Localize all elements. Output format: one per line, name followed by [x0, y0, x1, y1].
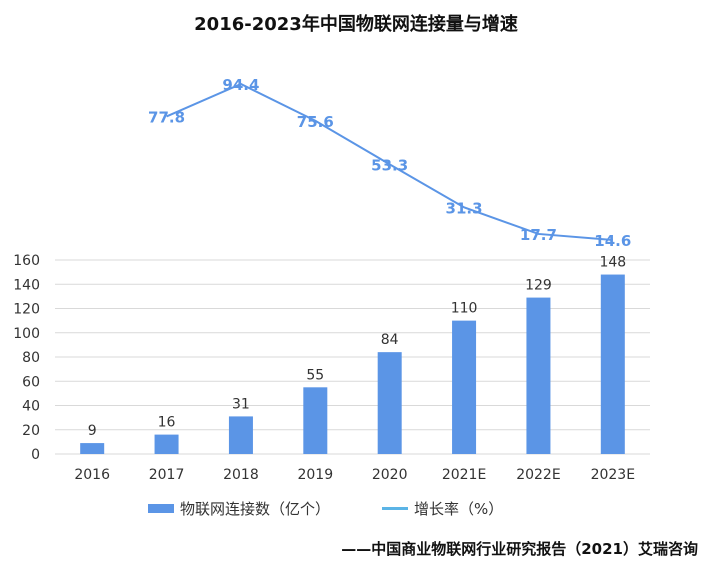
bar: [154, 434, 179, 454]
y-tick-label: 20: [22, 423, 40, 439]
legend: 物联网连接数（亿个） 增长率（%）: [0, 498, 712, 520]
line-value-label: 14.6: [594, 232, 631, 250]
y-tick-label: 160: [13, 253, 40, 269]
x-axis-labels: 2016 2017 2018 2019 2020 2021E 2022E 2023E: [74, 467, 635, 483]
bar: [452, 320, 477, 454]
bar-value-label: 55: [306, 367, 324, 383]
bar: [228, 416, 253, 454]
line-value-label: 77.8: [148, 108, 185, 126]
chart-title: 2016-2023年中国物联网连接量与增速: [194, 14, 518, 35]
bar-value-label: 129: [525, 278, 552, 294]
bar: [600, 274, 625, 454]
y-tick-label: 60: [22, 374, 40, 390]
source-note: ——中国商业物联网行业研究报告（2021）艾瑞咨询: [341, 540, 698, 558]
bar: [377, 352, 402, 454]
bar: [80, 443, 105, 454]
bar-value-label: 148: [599, 255, 626, 271]
bar: [526, 297, 551, 454]
line-series: [166, 82, 613, 241]
line-data-labels: 77.8 94.4 75.6 53.3 31.3 17.7 14.6: [148, 76, 631, 250]
x-tick-label: 2021E: [442, 467, 486, 483]
line-value-label: 94.4: [222, 76, 259, 94]
line-value-label: 31.3: [446, 199, 483, 217]
line-value-label: 53.3: [371, 156, 408, 174]
legend-item-bars: 物联网连接数（亿个）: [148, 498, 330, 519]
bar-data-labels: 9 16 31 55 84 110 129 148: [88, 255, 626, 440]
bar-value-label: 84: [381, 332, 399, 348]
legend-bar-swatch: [148, 504, 174, 513]
y-tick-label: 40: [22, 399, 40, 415]
y-tick-label: 80: [22, 350, 40, 366]
legend-line-swatch: [382, 507, 408, 510]
bar-value-label: 16: [158, 415, 176, 431]
x-tick-label: 2022E: [516, 467, 560, 483]
legend-label-bars: 物联网连接数（亿个）: [180, 500, 331, 518]
growth-line: [166, 82, 613, 241]
bar: [303, 387, 328, 454]
line-value-label: 17.7: [520, 226, 557, 244]
legend-item-line: 增长率（%）: [382, 498, 503, 519]
x-tick-label: 2016: [74, 467, 110, 483]
x-tick-label: 2017: [149, 467, 185, 483]
bar-value-label: 110: [451, 301, 478, 317]
y-tick-label: 120: [13, 302, 40, 318]
line-value-label: 75.6: [297, 113, 334, 131]
gridlines: [55, 259, 650, 455]
y-tick-label: 140: [13, 277, 40, 293]
x-tick-label: 2023E: [591, 467, 635, 483]
legend-label-line: 增长率（%）: [414, 500, 504, 518]
x-tick-label: 2020: [372, 467, 408, 483]
y-tick-label: 0: [31, 447, 40, 463]
bar-value-label: 31: [232, 396, 250, 412]
x-tick-label: 2018: [223, 467, 259, 483]
y-axis-labels: 0 20 40 60 80 100 120 140 160: [13, 253, 40, 463]
y-tick-label: 100: [13, 326, 40, 342]
x-tick-label: 2019: [297, 467, 333, 483]
bar-value-label: 9: [88, 423, 97, 439]
bar-series: [80, 274, 625, 454]
